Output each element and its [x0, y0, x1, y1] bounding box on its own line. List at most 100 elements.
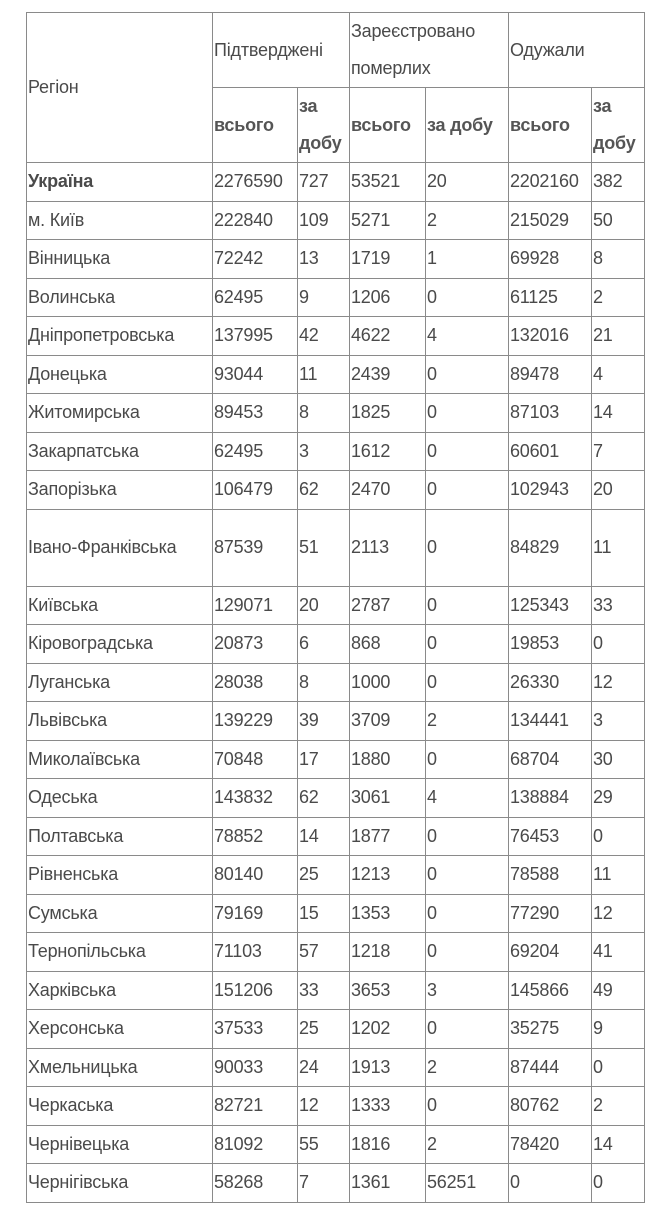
confirmed-day-cell: 62: [297, 778, 350, 818]
deaths-day-cell: 0: [425, 624, 509, 664]
table-row: Полтавська 78852 14 1877 0 76453 0: [26, 816, 645, 856]
deaths-total-cell: 1877: [349, 816, 426, 856]
deaths-day-cell: 56251: [425, 1163, 509, 1203]
deaths-total-cell: 868: [349, 624, 426, 664]
recovered-day-cell: 30: [591, 739, 645, 779]
confirmed-total-cell: 82721: [212, 1086, 298, 1126]
confirmed-day-cell: 3: [297, 431, 350, 471]
confirmed-total-cell: 90033: [212, 1047, 298, 1087]
recovered-day-cell: 0: [591, 624, 645, 664]
confirmed-total-cell: 89453: [212, 393, 298, 433]
deaths-total-cell: 1913: [349, 1047, 426, 1087]
confirmed-total-cell: 137995: [212, 316, 298, 356]
recovered-total-cell: 78420: [508, 1124, 592, 1164]
confirmed-total-cell: 79169: [212, 893, 298, 933]
deaths-total-cell: 2439: [349, 354, 426, 394]
table-row: Херсонська 37533 25 1202 0 35275 9: [26, 1009, 645, 1049]
recovered-total-cell: 19853: [508, 624, 592, 664]
confirmed-total-cell: 81092: [212, 1124, 298, 1164]
recovered-total-cell: 35275: [508, 1009, 592, 1049]
table-body: Україна 2276590 727 53521 20 2202160 382 м. Киї…: [26, 162, 645, 1203]
deaths-day-cell: 0: [425, 739, 509, 779]
recovered-day-cell: 50: [591, 200, 645, 240]
table-row: Вінницька 72242 13 1719 1 69928 8: [26, 239, 645, 279]
recovered-day-cell: 2: [591, 1086, 645, 1126]
confirmed-day-cell: 7: [297, 1163, 350, 1203]
region-cell: Волинська: [26, 277, 213, 317]
recovered-day-cell: 0: [591, 1163, 645, 1203]
deaths-day-cell: 4: [425, 778, 509, 818]
confirmed-total-cell: 2276590: [212, 162, 298, 202]
deaths-day-cell: 0: [425, 508, 509, 587]
table-row: Україна 2276590 727 53521 20 2202160 382: [26, 162, 645, 202]
region-cell: м. Київ: [26, 200, 213, 240]
region-cell: Одеська: [26, 778, 213, 818]
deaths-day-cell: 0: [425, 277, 509, 317]
recovered-total-cell: 125343: [508, 585, 592, 625]
confirmed-total-cell: 62495: [212, 431, 298, 471]
deaths-total-cell: 5271: [349, 200, 426, 240]
confirmed-total-cell: 129071: [212, 585, 298, 625]
region-cell: Чернівецька: [26, 1124, 213, 1164]
recovered-total-cell: 2202160: [508, 162, 592, 202]
region-cell: Закарпатська: [26, 431, 213, 471]
deaths-day-cell: 0: [425, 855, 509, 895]
recovered-total-cell: 26330: [508, 662, 592, 702]
region-cell: Івано-Франківська: [26, 508, 213, 587]
confirmed-total-cell: 72242: [212, 239, 298, 279]
recovered-total-cell: 78588: [508, 855, 592, 895]
region-cell: Херсонська: [26, 1009, 213, 1049]
confirmed-day-cell: 6: [297, 624, 350, 664]
deaths-total-cell: 1218: [349, 932, 426, 972]
recovered-total-cell: 84829: [508, 508, 592, 587]
confirmed-total-cell: 20873: [212, 624, 298, 664]
confirmed-day-cell: 8: [297, 393, 350, 433]
recovered-total-cell: 80762: [508, 1086, 592, 1126]
deaths-day-cell: 0: [425, 662, 509, 702]
table-row: Тернопільська 71103 57 1218 0 69204 41: [26, 932, 645, 972]
deaths-total-cell: 1213: [349, 855, 426, 895]
recovered-day-cell: 0: [591, 1047, 645, 1087]
region-cell: Черкаська: [26, 1086, 213, 1126]
confirmed-total-cell: 151206: [212, 970, 298, 1010]
confirmed-day-cell: 9: [297, 277, 350, 317]
table-row: Харківська 151206 33 3653 3 145866 49: [26, 970, 645, 1010]
region-cell: Чернігівська: [26, 1163, 213, 1203]
region-cell: Полтавська: [26, 816, 213, 856]
deaths-day-cell: 2: [425, 200, 509, 240]
recovered-day-cell: 8: [591, 239, 645, 279]
deaths-total-cell: 1361: [349, 1163, 426, 1203]
region-cell: Запорізька: [26, 470, 213, 510]
confirmed-total-cell: 80140: [212, 855, 298, 895]
confirmed-day-cell: 39: [297, 701, 350, 741]
deaths-day-cell: 1: [425, 239, 509, 279]
deaths-total-cell: 1000: [349, 662, 426, 702]
confirmed-total-cell: 93044: [212, 354, 298, 394]
recovered-day-cell: 11: [591, 855, 645, 895]
region-cell: Донецька: [26, 354, 213, 394]
region-cell: Хмельницька: [26, 1047, 213, 1087]
recovered-day-cell: 12: [591, 893, 645, 933]
table-row: Миколаївська 70848 17 1880 0 68704 30: [26, 739, 645, 779]
region-cell: Кіровоградська: [26, 624, 213, 664]
recovered-day-cell: 3: [591, 701, 645, 741]
deaths-day-cell: 0: [425, 393, 509, 433]
deaths-day-cell: 3: [425, 970, 509, 1010]
deaths-day-cell: 0: [425, 816, 509, 856]
confirmed-day-cell: 13: [297, 239, 350, 279]
table-row: Львівська 139229 39 3709 2 134441 3: [26, 701, 645, 741]
confirmed-day-cell: 55: [297, 1124, 350, 1164]
deaths-total-cell: 1206: [349, 277, 426, 317]
confirmed-total-cell: 222840: [212, 200, 298, 240]
recovered-day-cell: 0: [591, 816, 645, 856]
confirmed-day-cell: 57: [297, 932, 350, 972]
deaths-total-cell: 1202: [349, 1009, 426, 1049]
recovered-total-cell: 215029: [508, 200, 592, 240]
deaths-total-cell: 2470: [349, 470, 426, 510]
recovered-total-cell: 89478: [508, 354, 592, 394]
recovered-day-cell: 41: [591, 932, 645, 972]
table-row: Дніпропетровська 137995 42 4622 4 132016 21: [26, 316, 645, 356]
confirmed-total-cell: 78852: [212, 816, 298, 856]
header-recovered-day: за добу: [591, 87, 645, 163]
region-cell: Вінницька: [26, 239, 213, 279]
